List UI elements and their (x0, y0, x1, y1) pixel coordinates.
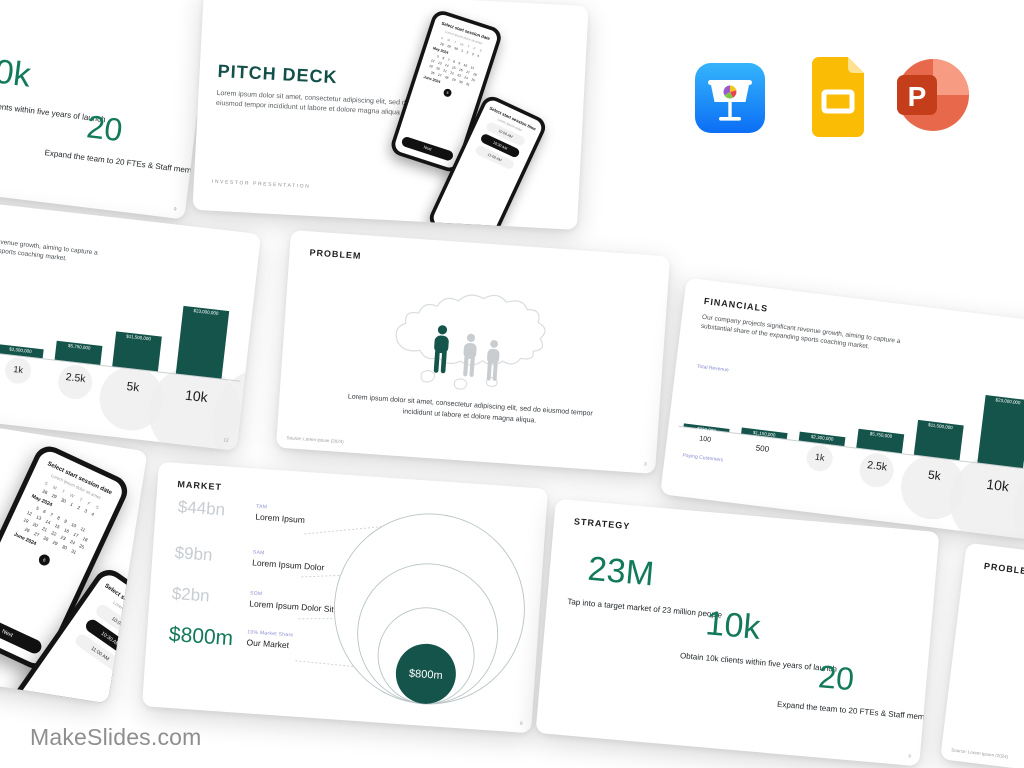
page-number: 3 (643, 461, 647, 467)
powerpoint-letter: P (908, 81, 927, 112)
stat-value: 20 (816, 658, 856, 698)
slide-problem-partial: PROBLEM Source: Lorem Ipsum (2024) (940, 542, 1024, 768)
person-icon-gray (486, 340, 500, 381)
keynote-icon[interactable] (694, 62, 766, 139)
slide-strategy-partial: STRATEGY 23M Tap into a target market of… (0, 0, 213, 220)
market-label: Our Market (246, 637, 290, 651)
calendar-selected-day: 6 (442, 87, 453, 98)
bar-value-label: $2,300,000 (8, 346, 32, 354)
stat-value: 23M (586, 549, 656, 594)
source-note: Source: Lorem Ipsum (2024) (951, 747, 1009, 760)
stat-label: Obtain 10k clients within five years of … (679, 651, 838, 674)
slide-strategy: STRATEGY 23M Tap into a target market of… (535, 498, 940, 767)
slide-title: PITCH DECK (217, 60, 339, 88)
chart-bar: $11,500,000 (112, 331, 162, 372)
bar-value-label: $5,750,000 (869, 431, 893, 439)
page-number: 9 (908, 753, 912, 759)
bar-value-label: $2,300,000 (810, 434, 834, 442)
bar-value-label: $5,750,000 (67, 343, 91, 351)
chart-bar: $230,000 (683, 423, 730, 433)
slide-market: MARKET $800m $44bn TAM Lorem Ipsum $9bn … (141, 461, 549, 734)
next-button: Next (400, 135, 455, 162)
stat-label: Expand the team to 20 FTEs & Staff membe… (776, 699, 940, 723)
bar-value-label: $11,500,000 (126, 333, 152, 342)
stat-label: Expand the team to 20 FTEs & Staff membe… (44, 148, 208, 177)
stat-value: 20 (84, 108, 125, 149)
slide-financials: FINANCIALS Our company projects signific… (660, 277, 1024, 541)
market-label: Lorem Ipsum (255, 511, 306, 526)
powerpoint-icon[interactable]: P (888, 53, 974, 142)
slide-title: PROBLEM (309, 247, 362, 261)
next-button: Next (0, 611, 44, 656)
slide-title: FINANCIALS (703, 295, 769, 314)
person-icon-gray (463, 333, 477, 377)
slide-pitch-deck: PITCH DECK Lorem ipsum dolor sit amet, c… (192, 0, 589, 230)
slide-body: Our company projects significant revenue… (0, 227, 99, 263)
bar-value-label: $11,500,000 (927, 422, 954, 431)
chart-bar: $23,000,000 (175, 305, 230, 379)
stat-value: 10k (704, 604, 762, 647)
chart-bar: $23,000,000 (977, 394, 1024, 469)
bar-value-label: $23,000,000 (193, 308, 219, 316)
page-number: 8 (519, 720, 523, 726)
slide-title: STRATEGY (573, 516, 631, 532)
x-tick-label: 500 (755, 443, 770, 454)
page-number: 9 (173, 206, 177, 212)
market-bubbles-chart: $800m (295, 513, 525, 705)
slide-financials-partial: FINANCIALS Our company projects signific… (0, 191, 262, 451)
chart-bar: $11,500,000 (913, 419, 964, 461)
slide-body: Our company projects significant revenue… (700, 313, 901, 351)
market-bubble-label: $800m (409, 668, 443, 682)
slide-body: Lorem ipsum dolor sit amet, consectetur … (215, 89, 410, 117)
brand-link[interactable]: MakeSlides.com (30, 724, 202, 750)
bar-value-label: $1,150,000 (752, 429, 776, 438)
stat-value: 10k (0, 50, 33, 95)
slide-footer: INVESTOR PRESENTATION (211, 178, 311, 190)
y-axis-label: Total Revenue (696, 363, 730, 374)
slide-problem: PROBLEM Lorem ipsum dolor sit amet, cons… (275, 230, 671, 474)
bar-value-label: $23,000,000 (995, 397, 1021, 406)
x-axis-label: Paying Customers (682, 452, 724, 464)
page-number: 12 (223, 437, 229, 443)
source-note: Source: Lorem Ipsum (2024) (286, 435, 344, 445)
google-slides-icon[interactable] (808, 55, 868, 144)
slide-title: PROBLEM (983, 560, 1024, 578)
calendar-selected-day: 6 (37, 552, 52, 568)
person-icon-teal (433, 325, 449, 374)
